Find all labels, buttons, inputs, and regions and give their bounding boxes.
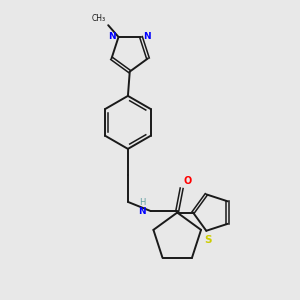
Text: CH₃: CH₃ (92, 14, 106, 23)
Text: N: N (144, 32, 151, 41)
Text: H: H (139, 199, 146, 208)
Text: S: S (204, 235, 212, 245)
Text: O: O (183, 176, 191, 186)
Text: N: N (108, 32, 116, 41)
Text: N: N (138, 207, 146, 216)
